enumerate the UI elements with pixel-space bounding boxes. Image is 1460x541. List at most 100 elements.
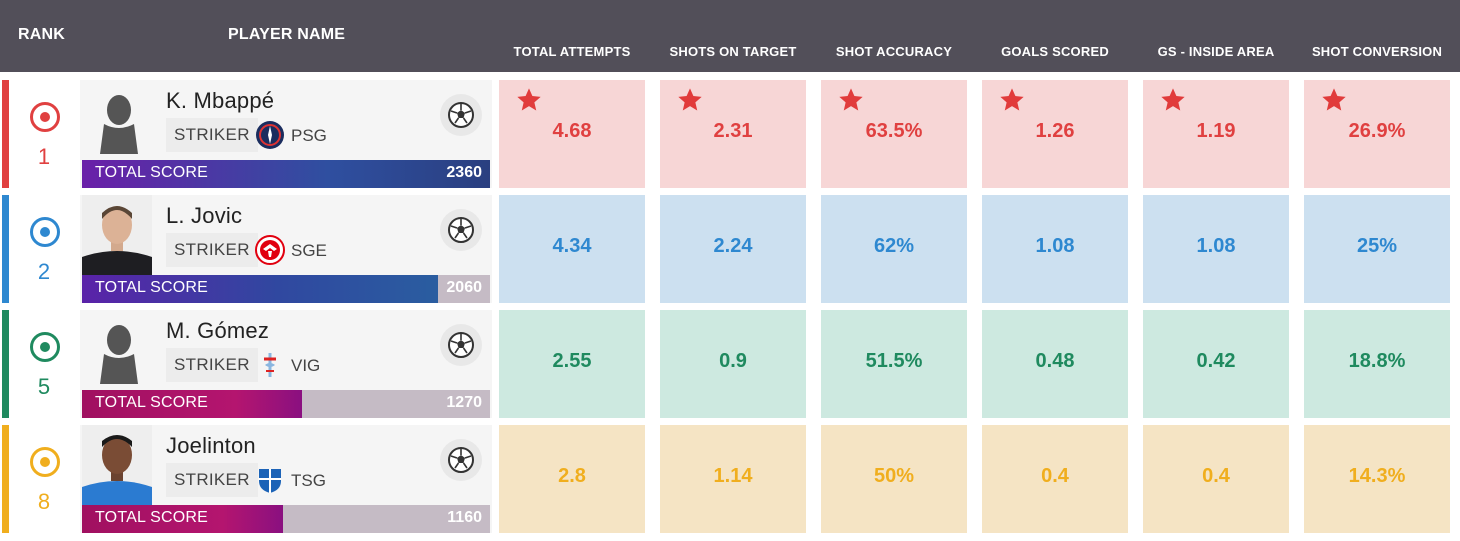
table-row[interactable]: 1 K. Mbappé STRIKER PSG — [0, 80, 1460, 188]
target-icon — [30, 332, 60, 362]
stat-total-attempts: 4.34 — [499, 195, 645, 303]
star-icon — [676, 86, 704, 119]
total-score-bar: TOTAL SCORE 1270 — [82, 390, 490, 418]
stat-shot-conversion: 18.8% — [1304, 310, 1450, 418]
player-name[interactable]: L. Jovic — [166, 203, 243, 228]
star-icon — [1320, 86, 1348, 119]
player-photo — [82, 425, 152, 505]
stat-value: 26.9% — [1348, 120, 1406, 142]
rank-number: 5 — [37, 374, 51, 399]
stat-value: 0.9 — [719, 350, 747, 372]
stat-value: 1.26 — [1035, 120, 1075, 142]
header-shots-on-target[interactable]: SHOTS ON TARGET — [669, 44, 797, 59]
psg-crest-icon — [255, 120, 285, 150]
stat-shot-conversion: 25% — [1304, 195, 1450, 303]
stat-goals-scored: 1.26 — [982, 80, 1128, 188]
target-icon — [30, 447, 60, 477]
table-row[interactable]: 2 L. Jovic STRIKER SGE — [0, 195, 1460, 303]
header-rank: RANK — [18, 26, 66, 43]
header-total-attempts[interactable]: TOTAL ATTEMPTS — [513, 44, 631, 59]
score-fill — [82, 390, 302, 418]
total-score-label: TOTAL SCORE — [95, 279, 209, 296]
soccer-ball-icon[interactable] — [440, 439, 482, 481]
stat-goals-scored: 0.48 — [982, 310, 1128, 418]
stat-shots-on-target: 2.24 — [660, 195, 806, 303]
total-score-label: TOTAL SCORE — [95, 509, 209, 526]
stat-shots-on-target: 1.14 — [660, 425, 806, 533]
player-name[interactable]: K. Mbappé — [166, 88, 275, 113]
stat-shot-accuracy: 63.5% — [821, 80, 967, 188]
stat-total-attempts: 2.55 — [499, 310, 645, 418]
header-shot-accuracy[interactable]: SHOT ACCURACY — [835, 44, 953, 59]
total-score-label: TOTAL SCORE — [95, 394, 209, 411]
player-avatar-placeholder-icon — [82, 310, 152, 390]
rank-number: 1 — [37, 144, 51, 169]
player-card[interactable]: L. Jovic STRIKER SGE TOTAL SCORE 2060 — [80, 195, 492, 303]
stat-value: 2.24 — [713, 235, 753, 257]
position-badge: STRIKER — [166, 233, 258, 267]
rank-color-bar — [2, 425, 9, 533]
rank-cell: 1 — [0, 80, 80, 188]
player-card[interactable]: M. Gómez STRIKER VIG TOTAL SCORE 1270 — [80, 310, 492, 418]
stat-value: 4.68 — [552, 120, 592, 142]
stat-value: 0.48 — [1035, 350, 1075, 372]
stat-value: 0.42 — [1196, 350, 1236, 372]
stat-value: 25% — [1356, 235, 1398, 257]
stat-shots-on-target: 0.9 — [660, 310, 806, 418]
player-name[interactable]: M. Gómez — [166, 318, 270, 343]
table-row[interactable]: 5 M. Gómez STRIKER VIG — [0, 310, 1460, 418]
header-shot-conversion[interactable]: SHOT CONVERSION — [1311, 44, 1443, 59]
stat-value: 50% — [873, 465, 915, 487]
star-icon — [515, 86, 543, 119]
stat-shot-conversion: 26.9% — [1304, 80, 1450, 188]
total-score-value: 1160 — [447, 509, 482, 526]
table-row[interactable]: 8 Joelinton STRIKER TSG — [0, 425, 1460, 533]
rank-number: 2 — [37, 259, 51, 284]
table-header: RANK PLAYER NAME TOTAL ATTEMPTS SHOTS ON… — [0, 0, 1460, 72]
position-badge: STRIKER — [166, 463, 258, 497]
stat-value: 1.08 — [1196, 235, 1236, 257]
total-score-bar: TOTAL SCORE 2360 — [82, 160, 490, 188]
stat-gs-inside-area: 1.19 — [1143, 80, 1289, 188]
header-gs-inside-area[interactable]: GS - INSIDE AREA — [1157, 44, 1275, 59]
player-card[interactable]: Joelinton STRIKER TSG TOTAL SCORE 1160 — [80, 425, 492, 533]
stat-value: 1.14 — [713, 465, 753, 487]
stat-shot-accuracy: 51.5% — [821, 310, 967, 418]
total-score-bar: TOTAL SCORE 1160 — [82, 505, 490, 533]
stat-value: 18.8% — [1348, 350, 1406, 372]
stat-value: 1.19 — [1196, 120, 1236, 142]
score-fill — [82, 160, 490, 188]
total-score-value: 2360 — [446, 164, 482, 181]
club-name: PSG — [291, 126, 327, 145]
header-goals-scored[interactable]: GOALS SCORED — [1001, 44, 1109, 59]
stat-value: 0.4 — [1202, 465, 1230, 487]
total-score-bar: TOTAL SCORE 2060 — [82, 275, 490, 303]
soccer-ball-icon[interactable] — [440, 209, 482, 251]
stat-gs-inside-area: 0.4 — [1143, 425, 1289, 533]
stat-total-attempts: 4.68 — [499, 80, 645, 188]
stat-shot-accuracy: 62% — [821, 195, 967, 303]
stat-value: 2.8 — [558, 465, 586, 487]
stat-goals-scored: 1.08 — [982, 195, 1128, 303]
club-name: TSG — [291, 471, 326, 490]
hoffenheim-crest-icon — [255, 465, 285, 495]
stat-goals-scored: 0.4 — [982, 425, 1128, 533]
star-icon — [837, 86, 865, 119]
soccer-ball-icon[interactable] — [440, 324, 482, 366]
header-player-name: PLAYER NAME — [228, 26, 346, 43]
stat-total-attempts: 2.8 — [499, 425, 645, 533]
stat-gs-inside-area: 0.42 — [1143, 310, 1289, 418]
stat-value: 14.3% — [1348, 465, 1406, 487]
soccer-ball-icon[interactable] — [440, 94, 482, 136]
rank-color-bar — [2, 310, 9, 418]
club-name: SGE — [291, 241, 327, 260]
target-icon — [30, 102, 60, 132]
stat-value: 2.31 — [713, 120, 753, 142]
player-card[interactable]: K. Mbappé STRIKER PSG TOTAL SCORE 2360 — [80, 80, 492, 188]
total-score-label: TOTAL SCORE — [95, 164, 209, 181]
player-name[interactable]: Joelinton — [166, 433, 256, 458]
stat-value: 4.34 — [552, 235, 592, 257]
club-name: VIG — [291, 356, 321, 375]
stat-shot-accuracy: 50% — [821, 425, 967, 533]
stat-value: 0.4 — [1041, 465, 1069, 487]
